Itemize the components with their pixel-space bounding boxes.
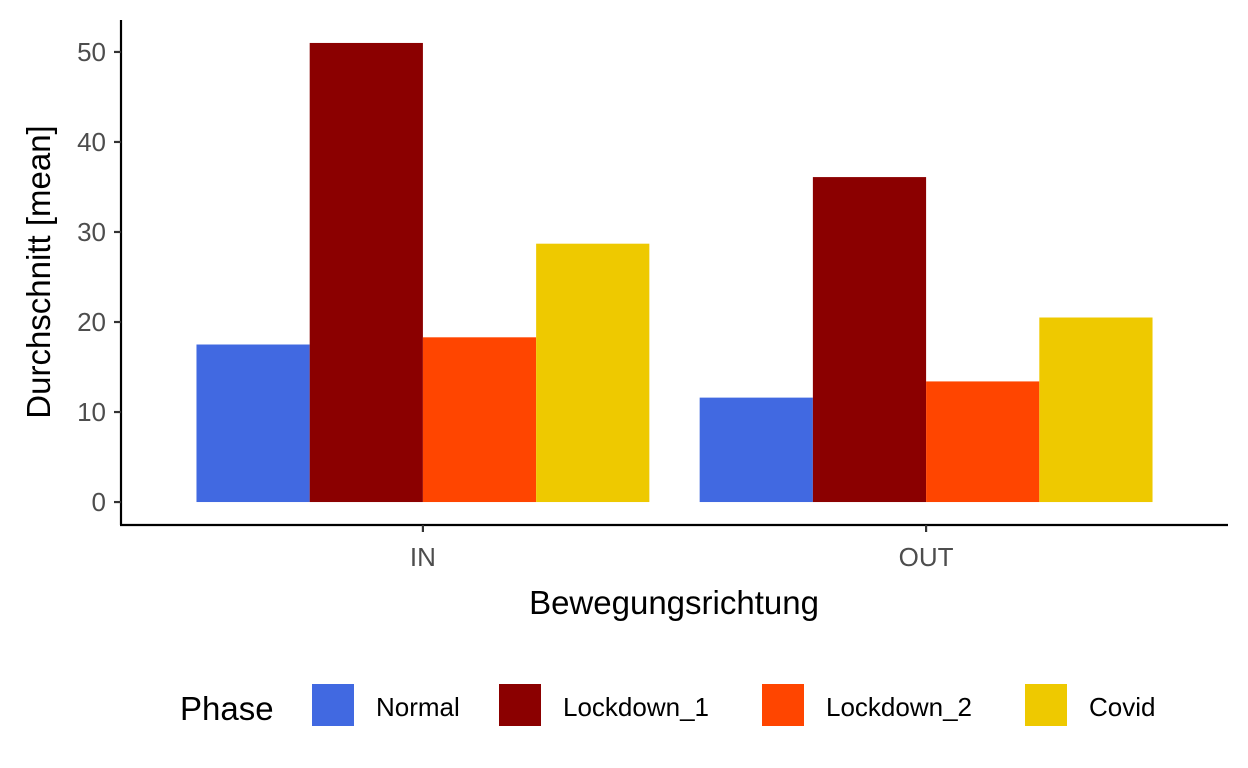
legend-key-normal (312, 684, 354, 726)
legend-key-covid (1025, 684, 1067, 726)
legend-label-normal: Normal (376, 692, 460, 722)
bar-in-lockdown-1 (309, 42, 423, 503)
x-axis-title: Bewegungsrichtung (529, 584, 819, 621)
axes (119, 20, 1228, 527)
x-tick-label: IN (410, 542, 436, 572)
legend-label-covid: Covid (1089, 692, 1155, 722)
bar-out-lockdown-1 (812, 177, 927, 503)
bar-out-lockdown-2 (926, 381, 1040, 503)
y-tick-label: 40 (77, 127, 106, 157)
y-tick-label: 20 (77, 307, 106, 337)
x-ticks: IN OUT (410, 525, 954, 572)
y-tick-label: 30 (77, 217, 106, 247)
legend-label-lockdown-1: Lockdown_1 (563, 692, 709, 722)
legend-key-lockdown-2 (762, 684, 804, 726)
y-ticks: 0 10 20 30 40 50 (77, 37, 121, 517)
bar-in-lockdown-2 (422, 337, 537, 503)
legend-label-lockdown-2: Lockdown_2 (826, 692, 972, 722)
legend-key-lockdown-1 (499, 684, 541, 726)
y-tick-label: 10 (77, 397, 106, 427)
bar-in-covid (536, 243, 650, 503)
y-axis-title: Durchschnitt [mean] (20, 125, 57, 418)
y-tick-label: 0 (92, 487, 106, 517)
legend: Phase Normal Lockdown_1 Lockdown_2 Covid (180, 684, 1155, 727)
bar-out-covid (1039, 317, 1153, 503)
y-tick-label: 50 (77, 37, 106, 67)
bar-out-normal (699, 397, 813, 503)
bars (196, 42, 1153, 503)
legend-title: Phase (180, 690, 274, 727)
x-tick-label: OUT (899, 542, 954, 572)
bar-in-normal (196, 344, 310, 503)
